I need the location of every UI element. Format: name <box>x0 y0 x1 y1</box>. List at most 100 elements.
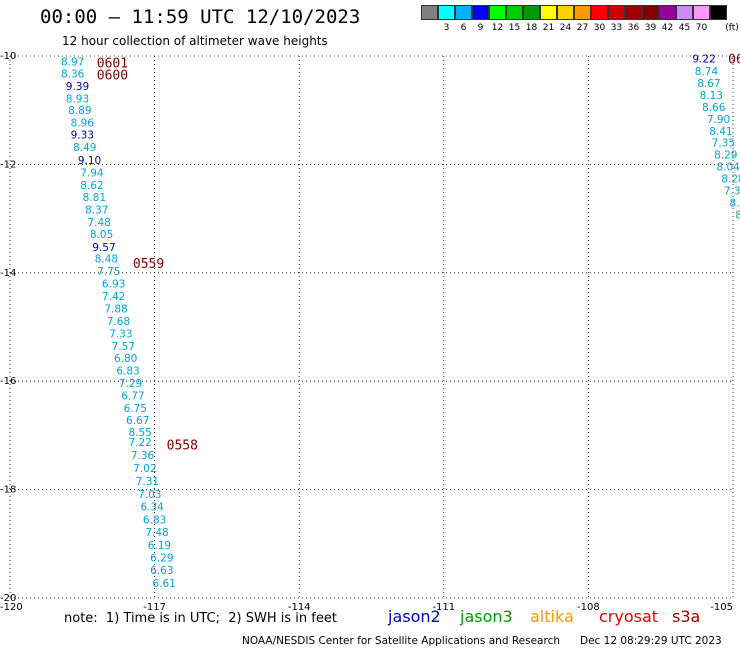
wave-height-value: 7.29 <box>119 378 142 390</box>
chart-subtitle: 12 hour collection of altimeter wave hei… <box>62 34 328 48</box>
legend-swatch <box>455 5 472 20</box>
wave-height-value: 7.36 <box>131 450 155 462</box>
satellite-label-s3a: s3a <box>672 607 701 626</box>
y-tick-label: -18 <box>0 485 16 496</box>
wave-height-value: 9.57 <box>92 242 115 254</box>
wave-height-value: 7.35 <box>712 138 735 150</box>
pass-time-label: 0559 <box>133 257 164 272</box>
wave-height-value: 8.28 <box>721 173 740 185</box>
wave-height-value: 8.13 <box>700 90 723 102</box>
wave-height-value: 8.55 <box>128 427 151 439</box>
wave-height-value: 6.83 <box>116 365 139 377</box>
wave-height-value: 6.93 <box>102 279 125 291</box>
legend-label: 15 <box>508 23 521 33</box>
legend-label: 45 <box>678 23 691 33</box>
legend-swatch <box>557 5 574 20</box>
legend-swatch <box>574 5 591 20</box>
wave-height-value: 8.74 <box>695 66 719 78</box>
wave-height-value: 6.83 <box>143 514 166 526</box>
x-tick-label: -114 <box>288 602 311 613</box>
legend-swatch <box>642 5 659 20</box>
wave-height-value: 9.22 <box>692 54 715 66</box>
legend-label: 33 <box>610 23 623 33</box>
x-tick-label: -111 <box>432 602 455 613</box>
wave-height-value: 7.88 <box>104 304 127 316</box>
satellite-label-altika: altika <box>530 607 574 626</box>
pass-time-label: 0600 <box>97 68 128 83</box>
satellite-label-cryosat: cryosat <box>599 607 659 626</box>
wave-height-value: 9.10 <box>78 155 101 167</box>
wave-height-value: 7.68 <box>107 316 130 328</box>
wave-height-value: 8.67 <box>697 78 720 90</box>
wave-height-value: 8.37 <box>85 204 108 216</box>
wave-height-value: 6.34 <box>140 501 164 513</box>
satellite-label-jason2: jason2 <box>388 607 441 626</box>
wave-height-value: 8.0 <box>729 197 740 209</box>
legend-swatch <box>523 5 540 20</box>
wave-height-value: 6.80 <box>114 353 137 365</box>
wave-height-value: 6.63 <box>150 565 173 577</box>
wave-height-value: 6.67 <box>126 415 149 427</box>
legend-swatch <box>472 5 489 20</box>
wave-height-value: 7.48 <box>87 217 110 229</box>
x-tick-label: -108 <box>577 602 600 613</box>
wave-height-value: 6.29 <box>150 552 173 564</box>
wave-height-value: 6.75 <box>124 403 147 415</box>
legend-swatch <box>608 5 625 20</box>
y-tick-label: -14 <box>0 268 16 279</box>
wave-height-value: 8.93 <box>66 93 89 105</box>
wave-height-value: 6.19 <box>148 540 171 552</box>
y-tick-label: -12 <box>0 159 16 170</box>
wave-height-value: 8.41 <box>709 126 732 138</box>
wave-height-value: 7.33 <box>109 329 132 341</box>
legend-swatch <box>489 5 506 20</box>
wave-height-value: 8.04 <box>716 162 740 174</box>
wave-height-value: 7.22 <box>128 437 151 449</box>
legend-swatch <box>591 5 608 20</box>
legend-label: 21 <box>542 23 555 33</box>
legend-label: 6 <box>460 23 467 33</box>
wave-height-value: 8.96 <box>71 118 95 130</box>
legend-swatch <box>676 5 693 20</box>
wave-height-value: 7.03 <box>138 489 161 501</box>
wave-height-value: 7.57 <box>112 341 135 353</box>
wave-height-value: 8.05 <box>90 229 113 241</box>
wave-height-value: 8.97 <box>61 56 84 68</box>
wave-height-value: 8.48 <box>95 254 118 266</box>
wave-height-value: 8.29 <box>714 150 737 162</box>
wave-height-value: 8.62 <box>80 180 103 192</box>
legend-label: 70 <box>695 23 708 33</box>
wave-height-value: 8.36 <box>61 68 85 80</box>
legend-swatch <box>710 5 727 20</box>
chart-title: 00:00 – 11:59 UTC 12/10/2023 <box>40 6 361 28</box>
wave-height-value: 8. <box>735 209 740 221</box>
legend-unit: (ft) <box>725 23 739 33</box>
legend-label: 24 <box>559 23 572 33</box>
wave-height-value: 7.94 <box>80 168 104 180</box>
legend-label: 3 <box>443 23 450 33</box>
legend-swatch <box>438 5 455 20</box>
wave-height-value: 9.39 <box>66 81 89 93</box>
legend-label: 9 <box>477 23 484 33</box>
x-tick-label: -117 <box>143 602 166 613</box>
legend-swatch <box>421 5 438 20</box>
wave-height-value: 7.90 <box>707 114 730 126</box>
legend-swatch <box>506 5 523 20</box>
legend-swatch <box>625 5 642 20</box>
x-tick-label: -120 <box>0 602 23 613</box>
legend-label: 27 <box>576 23 589 33</box>
wave-height-value: 8.49 <box>73 142 96 154</box>
pass-time-label: 063 <box>728 53 740 68</box>
y-tick-label: -10 <box>0 51 16 62</box>
pass-time-label: 0558 <box>167 439 198 454</box>
y-tick-label: -16 <box>0 376 16 387</box>
wave-height-value: 7.31 <box>136 476 159 488</box>
wave-height-value: 7.75 <box>97 266 120 278</box>
legend-label: 42 <box>661 23 674 33</box>
credit-line: NOAA/NESDIS Center for Satellite Applica… <box>242 635 560 647</box>
x-tick-label: -105 <box>710 602 733 613</box>
generated-timestamp: Dec 12 08:29:29 UTC 2023 <box>580 635 722 647</box>
wave-height-value: 8.81 <box>83 192 106 204</box>
wave-height-value: 9.33 <box>71 130 94 142</box>
